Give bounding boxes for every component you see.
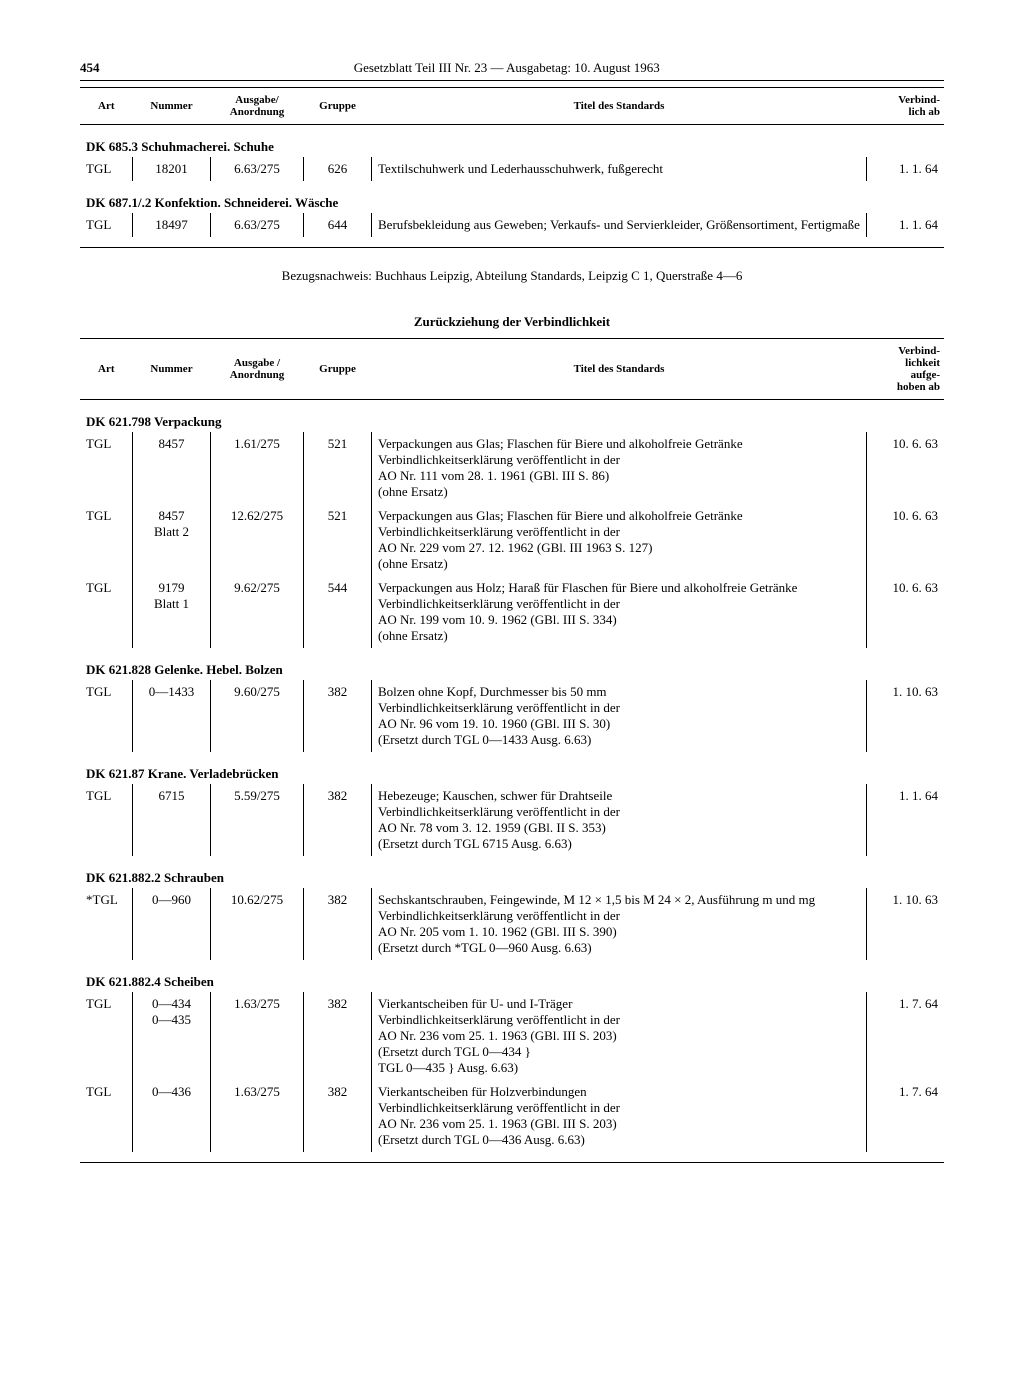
table-cell: 0—434 0—435 bbox=[133, 992, 211, 1080]
table-cell: 521 bbox=[304, 504, 372, 576]
table-cell: 8457 bbox=[133, 432, 211, 504]
page-header: 454 Gesetzblatt Teil III Nr. 23 — Ausgab… bbox=[80, 60, 944, 81]
section-heading: DK 621.882.4 Scheiben bbox=[80, 960, 944, 992]
section-heading: DK 687.1/.2 Konfektion. Schneiderei. Wäs… bbox=[80, 181, 944, 213]
col-nummer: Nummer bbox=[133, 88, 211, 125]
section-heading: DK 685.3 Schuhmacherei. Schuhe bbox=[80, 125, 944, 158]
table-cell: Textilschuhwerk und Lederhausschuhwerk, … bbox=[372, 157, 867, 181]
table-cell: 0—1433 bbox=[133, 680, 211, 752]
standards-table-2: Art Nummer Ausgabe / Anordnung Gruppe Ti… bbox=[80, 338, 944, 1152]
table-cell: TGL bbox=[80, 992, 133, 1080]
table-cell: TGL bbox=[80, 432, 133, 504]
table-cell: 9.62/275 bbox=[211, 576, 304, 648]
col-verbindlich: Verbind- lichkeit aufge- hoben ab bbox=[867, 339, 945, 400]
table-cell: 18497 bbox=[133, 213, 211, 237]
col-gruppe: Gruppe bbox=[304, 88, 372, 125]
table-cell: 1. 1. 64 bbox=[867, 784, 945, 856]
table-cell: 10. 6. 63 bbox=[867, 576, 945, 648]
header-title: Gesetzblatt Teil III Nr. 23 — Ausgabetag… bbox=[354, 60, 660, 76]
table-cell: 626 bbox=[304, 157, 372, 181]
table-cell: 9.60/275 bbox=[211, 680, 304, 752]
table-cell: 8457 Blatt 2 bbox=[133, 504, 211, 576]
section-heading: DK 621.798 Verpackung bbox=[80, 400, 944, 433]
table-cell: Sechskantschrauben, Feingewinde, M 12 × … bbox=[372, 888, 867, 960]
col-titel: Titel des Standards bbox=[372, 339, 867, 400]
table-cell: 382 bbox=[304, 784, 372, 856]
table-cell: TGL bbox=[80, 680, 133, 752]
section-heading: DK 621.882.2 Schrauben bbox=[80, 856, 944, 888]
table-cell: 1.63/275 bbox=[211, 1080, 304, 1152]
table-cell: 1. 10. 63 bbox=[867, 680, 945, 752]
table-cell: Berufsbekleidung aus Geweben; Verkaufs- … bbox=[372, 213, 867, 237]
table-cell: 1. 1. 64 bbox=[867, 157, 945, 181]
table-cell: 1.63/275 bbox=[211, 992, 304, 1080]
table-cell: 382 bbox=[304, 888, 372, 960]
table-cell: 382 bbox=[304, 680, 372, 752]
table-cell: 9179 Blatt 1 bbox=[133, 576, 211, 648]
table-cell: TGL bbox=[80, 1080, 133, 1152]
col-gruppe: Gruppe bbox=[304, 339, 372, 400]
col-art: Art bbox=[80, 88, 133, 125]
table-cell: TGL bbox=[80, 504, 133, 576]
table-cell: 521 bbox=[304, 432, 372, 504]
standards-table-1: Art Nummer Ausgabe/ Anordnung Gruppe Tit… bbox=[80, 87, 944, 237]
table-cell: 6.63/275 bbox=[211, 157, 304, 181]
footnote: Bezugsnachweis: Buchhaus Leipzig, Abteil… bbox=[80, 268, 944, 284]
table-cell: 0—436 bbox=[133, 1080, 211, 1152]
col-verbindlich: Verbind- lich ab bbox=[867, 88, 945, 125]
table-cell: TGL bbox=[80, 157, 133, 181]
col-titel: Titel des Standards bbox=[372, 88, 867, 125]
table-cell: TGL bbox=[80, 784, 133, 856]
col-nummer: Nummer bbox=[133, 339, 211, 400]
table-cell: Verpackungen aus Glas; Flaschen für Bier… bbox=[372, 432, 867, 504]
section-heading: DK 621.828 Gelenke. Hebel. Bolzen bbox=[80, 648, 944, 680]
table-cell: Verpackungen aus Glas; Flaschen für Bier… bbox=[372, 504, 867, 576]
table-cell: Vierkantscheiben für Holzverbindungen Ve… bbox=[372, 1080, 867, 1152]
table-cell: 1.61/275 bbox=[211, 432, 304, 504]
table-cell: 5.59/275 bbox=[211, 784, 304, 856]
table-cell: 1. 7. 64 bbox=[867, 1080, 945, 1152]
table-cell: 10. 6. 63 bbox=[867, 432, 945, 504]
col-ausgabe: Ausgabe/ Anordnung bbox=[211, 88, 304, 125]
table-cell: 644 bbox=[304, 213, 372, 237]
table-cell: Vierkantscheiben für U- und I-Träger Ver… bbox=[372, 992, 867, 1080]
table-cell: 1. 7. 64 bbox=[867, 992, 945, 1080]
table-cell: TGL bbox=[80, 576, 133, 648]
page-number: 454 bbox=[80, 60, 100, 76]
section-heading: DK 621.87 Krane. Verladebrücken bbox=[80, 752, 944, 784]
col-art: Art bbox=[80, 339, 133, 400]
table-cell: Verpackungen aus Holz; Haraß für Flasche… bbox=[372, 576, 867, 648]
table-cell: *TGL bbox=[80, 888, 133, 960]
table-cell: 544 bbox=[304, 576, 372, 648]
table-cell: Bolzen ohne Kopf, Durchmesser bis 50 mm … bbox=[372, 680, 867, 752]
table-cell: Hebezeuge; Kauschen, schwer für Drahtsei… bbox=[372, 784, 867, 856]
subheading: Zurückziehung der Verbindlichkeit bbox=[80, 314, 944, 330]
table-cell: 12.62/275 bbox=[211, 504, 304, 576]
table-cell: 10. 6. 63 bbox=[867, 504, 945, 576]
table-cell: 382 bbox=[304, 992, 372, 1080]
table-cell: 10.62/275 bbox=[211, 888, 304, 960]
table-cell: TGL bbox=[80, 213, 133, 237]
col-ausgabe: Ausgabe / Anordnung bbox=[211, 339, 304, 400]
table-cell: 6.63/275 bbox=[211, 213, 304, 237]
table-cell: 382 bbox=[304, 1080, 372, 1152]
table-cell: 1. 1. 64 bbox=[867, 213, 945, 237]
table-cell: 18201 bbox=[133, 157, 211, 181]
table-cell: 1. 10. 63 bbox=[867, 888, 945, 960]
table-cell: 6715 bbox=[133, 784, 211, 856]
table-cell: 0—960 bbox=[133, 888, 211, 960]
